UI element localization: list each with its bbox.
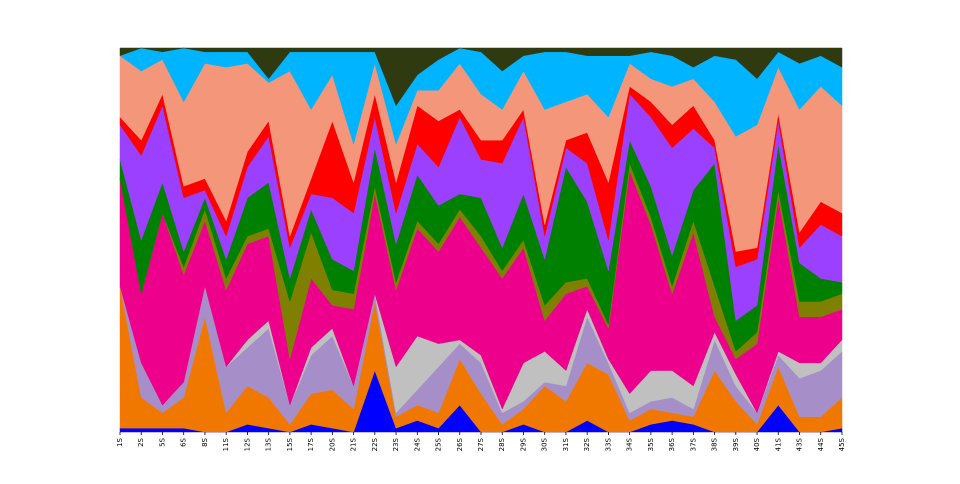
x-tick-label: 35S: [647, 437, 655, 451]
x-tick-label: 5S: [158, 437, 166, 446]
x-tick-label: 20S: [328, 437, 336, 451]
x-tick-label: 44S: [817, 437, 825, 451]
x-tick-label: 13S: [265, 437, 273, 451]
x-tick-label: 17S: [307, 437, 315, 451]
x-tick-label: 30S: [541, 437, 549, 451]
x-tick-label: 32S: [583, 437, 591, 451]
x-tick-label: 8S: [201, 437, 209, 446]
x-tick-label: 33S: [604, 437, 612, 451]
x-tick-label: 43S: [796, 437, 804, 451]
x-tick-label: 36S: [668, 437, 676, 451]
x-tick-label: 31S: [562, 437, 570, 451]
x-tick-label: 6S: [180, 437, 188, 446]
x-tick-label: 34S: [626, 437, 634, 451]
x-tick-label: 27S: [477, 437, 485, 451]
x-tick-label: 28S: [498, 437, 506, 451]
x-tick-label: 12S: [243, 437, 251, 451]
x-tick-label: 23S: [392, 437, 400, 451]
x-tick-label: 37S: [689, 437, 697, 451]
x-tick-label: 21S: [350, 437, 358, 451]
x-tick-label: 38S: [711, 437, 719, 451]
x-tick-label: 22S: [371, 437, 379, 451]
x-tick-label: 1S: [116, 437, 124, 446]
area: [119, 47, 843, 107]
x-tick-label: 24S: [413, 437, 421, 451]
x-tick-label: 26S: [456, 437, 464, 451]
x-tick-label: 29S: [519, 437, 527, 451]
x-tick-label: 2S: [137, 437, 145, 446]
x-tick-label: 15S: [286, 437, 294, 451]
x-tick-label: 41S: [774, 437, 782, 451]
x-tick-label: 39S: [732, 437, 740, 451]
x-tick-label: 40S: [753, 437, 761, 451]
x-tick-label: 11S: [222, 437, 230, 451]
x-tick-label: 45S: [838, 437, 846, 451]
x-tick-label: 25S: [435, 437, 443, 451]
